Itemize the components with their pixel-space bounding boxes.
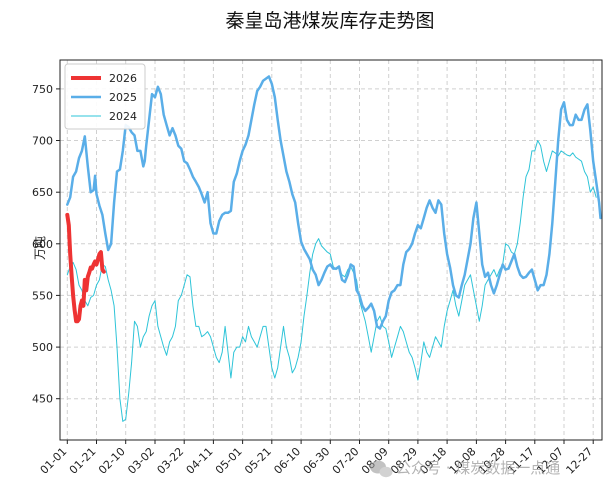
x-tick-label: 07-20 (330, 445, 362, 477)
y-tick-label: 450 (32, 393, 53, 406)
chart-title: 秦皇岛港煤炭库存走势图 (225, 10, 434, 32)
series-line-2024 (66, 140, 597, 422)
y-tick-label: 600 (32, 238, 53, 251)
legend: 2026 2025 2024 (64, 63, 146, 130)
series-line-2025 (66, 75, 602, 330)
series-line-2026 (65, 212, 106, 324)
legend-label-2025: 2025 (109, 91, 137, 104)
y-axis-label: 万吨 (33, 236, 47, 260)
series-layer (65, 75, 602, 422)
watermark-text: 公众号 · 煤炭数据一点通 (396, 459, 560, 477)
y-tick-label: 750 (32, 83, 53, 96)
x-tick-label: 05-01 (213, 445, 245, 477)
x-tick-label: 04-11 (184, 445, 216, 477)
legend-box (64, 63, 146, 130)
y-tick-label: 550 (32, 289, 53, 302)
y-axis-ticks: 450 500 550 600 650 700 750 (32, 83, 60, 406)
y-tick-label: 500 (32, 341, 53, 354)
watermark: 公众号 · 煤炭数据一点通 (370, 459, 560, 478)
x-tick-label: 03-02 (125, 445, 157, 477)
wechat-icon (370, 460, 393, 478)
x-tick-label: 01-01 (38, 445, 70, 477)
x-tick-label: 02-10 (96, 445, 128, 477)
x-tick-label: 06-10 (271, 445, 303, 477)
plot-frame (59, 59, 603, 441)
x-tick-label: 12-27 (564, 445, 596, 477)
x-tick-label: 05-21 (242, 445, 274, 477)
y-tick-label: 700 (32, 135, 53, 148)
legend-label-2024: 2024 (109, 110, 137, 123)
x-tick-label: 03-22 (155, 445, 187, 477)
x-tick-label: 06-30 (301, 445, 333, 477)
y-tick-label: 650 (32, 186, 53, 199)
legend-label-2026: 2026 (109, 72, 137, 85)
x-tick-label: 01-21 (67, 445, 99, 477)
